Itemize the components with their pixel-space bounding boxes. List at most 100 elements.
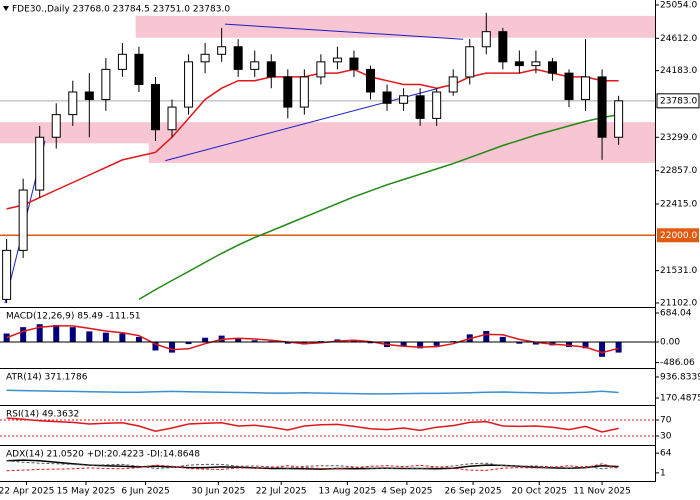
candle-body <box>68 91 78 116</box>
histogram-bar <box>483 330 490 342</box>
histogram-bar <box>119 333 126 342</box>
x-tick-label: 6 Jun 2025 <box>121 487 169 497</box>
histogram-bar <box>367 341 374 344</box>
symbol-icon <box>3 6 9 11</box>
candle-body <box>415 95 425 119</box>
candle-body <box>167 106 177 131</box>
histogram-bar <box>152 341 159 351</box>
candle-body <box>432 91 442 119</box>
panel-title: ADX(14) 21.0520 +DI:20.4223 -DI:14.8648 <box>6 450 200 460</box>
histogram-bar <box>69 327 76 342</box>
indicator-line <box>6 417 619 433</box>
indicator-line <box>6 389 619 395</box>
candle-body <box>581 76 591 101</box>
candle-body <box>382 91 392 104</box>
candle-body <box>18 189 28 251</box>
candle-body <box>266 61 276 78</box>
y-tick-label: -486.06 <box>660 358 695 368</box>
panel <box>0 417 655 437</box>
candle-body <box>84 91 94 101</box>
histogram-bar <box>284 341 291 344</box>
candle-body <box>101 68 111 101</box>
histogram-bar <box>102 332 109 342</box>
candle-body <box>316 61 326 78</box>
zone <box>148 141 655 163</box>
indicator-line <box>6 325 619 354</box>
x-tick-label: 11 Nov 2025 <box>573 487 631 497</box>
x-tick-label: 26 Sep 2025 <box>445 487 502 497</box>
candle-body <box>233 46 243 70</box>
y-tick-label: 24183.0 <box>660 66 697 76</box>
panel-title: ATR(14) 371.1786 <box>6 373 88 383</box>
x-tick-label: 20 Oct 2025 <box>511 487 567 497</box>
y-tick-label: 1 <box>660 468 666 478</box>
y-tick-label: 25054.0 <box>660 0 697 10</box>
y-tick-label: 21531.0 <box>660 266 697 276</box>
histogram-bar <box>169 341 176 353</box>
panel-title: RSI(14) 49.3632 <box>6 410 79 420</box>
candle-body <box>117 53 127 70</box>
panel <box>0 324 655 357</box>
histogram-bar <box>86 331 93 342</box>
histogram-bar <box>202 337 209 342</box>
x-tick-label: 22 Apr 2025 <box>0 487 54 497</box>
candle-body <box>35 136 45 191</box>
y-tick-label: 22415.0 <box>660 199 697 209</box>
histogram-bar <box>135 336 142 342</box>
candle-body <box>150 83 160 131</box>
y-tick-label: 22857.0 <box>660 166 697 176</box>
candle-body <box>184 61 194 108</box>
frames <box>0 0 656 482</box>
indicator-line <box>6 460 619 470</box>
candle-body <box>448 76 458 93</box>
level-box <box>657 228 699 243</box>
indicator-line <box>6 68 619 210</box>
candle-body <box>283 76 293 108</box>
y-tick-label: 0.00 <box>660 337 680 347</box>
trend-line <box>224 23 464 40</box>
panel-title: MACD(12,26,9) 85.49 -111.51 <box>6 312 141 322</box>
candle-body <box>366 68 376 93</box>
candle-body <box>564 72 574 101</box>
x-tick-label: 13 Aug 2025 <box>319 487 377 497</box>
histogram-bar <box>235 338 242 342</box>
histogram-bar <box>185 341 192 345</box>
y-tick-label: 30 <box>660 432 672 442</box>
indicator-line <box>138 113 619 301</box>
y-tick-label: 21102.0 <box>660 299 697 309</box>
zone <box>135 15 655 38</box>
histogram-bar <box>615 341 622 353</box>
candle-body <box>547 61 557 74</box>
x-tick-label: 15 May 2025 <box>57 487 116 497</box>
y-tick-label: 936.8339 <box>660 373 700 383</box>
candle-body <box>250 61 260 70</box>
x-tick-label: 4 Sep 2025 <box>381 487 432 497</box>
y-tick-label: 24612.0 <box>660 34 697 44</box>
candle-body <box>465 46 475 78</box>
candle-body <box>614 100 624 138</box>
y-tick-label: 684.04 <box>660 308 692 318</box>
y-tick-label: 170.4875 <box>660 394 700 404</box>
histogram-bar <box>582 341 589 349</box>
candle-body <box>514 61 524 67</box>
histogram-bar <box>3 333 10 342</box>
zone <box>0 122 655 144</box>
last-price-label: 23783.0 <box>660 96 697 106</box>
candle-body <box>134 53 144 85</box>
level-label: 22000.0 <box>660 231 697 241</box>
histogram-bar <box>400 341 407 347</box>
candle-body <box>498 31 508 63</box>
chart-title: FDE30.,Daily 23768.0 23784.5 23751.0 237… <box>12 5 230 15</box>
candle-body <box>349 57 359 70</box>
candle-body <box>299 76 309 108</box>
candle-body <box>481 31 491 48</box>
candle-body <box>200 53 210 63</box>
histogram-bar <box>565 341 572 348</box>
x-tick-label: 22 Jul 2025 <box>256 487 307 497</box>
histogram-bar <box>53 325 60 342</box>
histogram-bar <box>433 341 440 346</box>
y-tick-label: 23299.0 <box>660 133 697 143</box>
indicator-line <box>6 463 619 472</box>
histogram-bar <box>251 340 258 342</box>
